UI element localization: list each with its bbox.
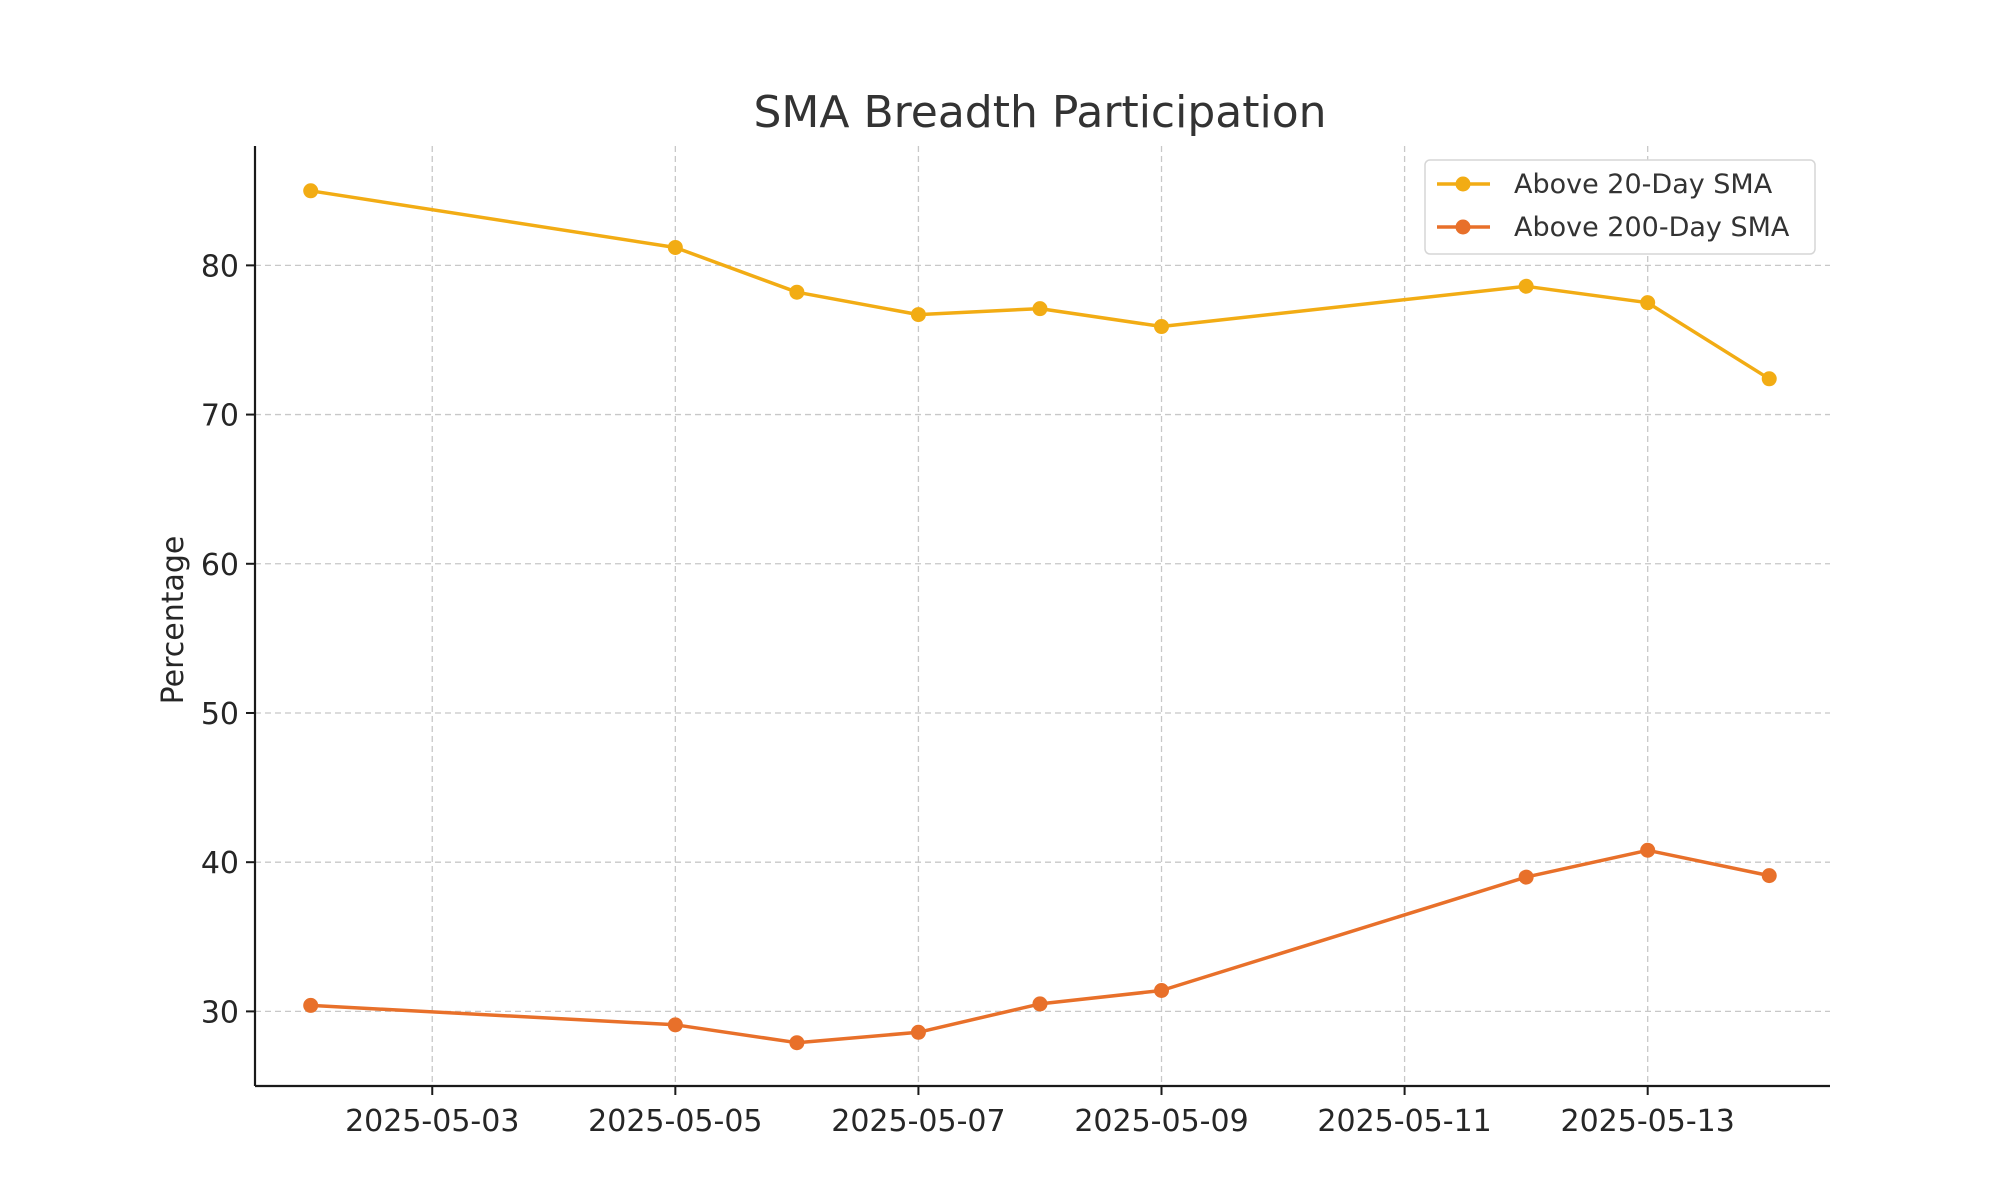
- legend-item: Above 20-Day SMA: [1437, 169, 1773, 200]
- data-point: [1032, 301, 1048, 317]
- legend-label: Above 20-Day SMA: [1514, 169, 1773, 200]
- legend: Above 20-Day SMA Above 200-Day SMA: [1424, 159, 1816, 255]
- y-tick-label: 60: [201, 548, 239, 583]
- x-tick-label: 2025-05-07: [831, 1104, 1005, 1139]
- data-point: [789, 284, 805, 300]
- data-point: [303, 183, 319, 199]
- data-point: [910, 307, 926, 323]
- y-tick-label: 50: [201, 697, 239, 732]
- legend-item: Above 200-Day SMA: [1437, 212, 1790, 243]
- data-series: [303, 183, 1777, 1051]
- data-point: [303, 997, 319, 1013]
- data-point: [789, 1035, 805, 1051]
- data-point: [1154, 983, 1170, 999]
- y-tick-label: 80: [201, 249, 239, 284]
- y-tick-label: 30: [201, 995, 239, 1030]
- axes: 2025-05-03 2025-05-05 2025-05-07 2025-05-09…: [201, 146, 1830, 1139]
- data-point: [1032, 996, 1048, 1012]
- y-tick-label: 70: [201, 399, 239, 434]
- x-tick-label: 2025-05-03: [345, 1104, 519, 1139]
- data-point: [910, 1024, 926, 1040]
- y-tick-label: 40: [201, 846, 239, 881]
- x-tick-label: 2025-05-05: [588, 1104, 762, 1139]
- legend-marker: [1455, 176, 1471, 192]
- data-point: [667, 239, 683, 255]
- data-point: [667, 1017, 683, 1033]
- data-point: [1640, 295, 1656, 311]
- legend-marker: [1455, 219, 1471, 235]
- legend-frame: [1424, 159, 1816, 255]
- series-1: [303, 183, 1777, 387]
- data-point: [1518, 869, 1534, 885]
- series-line: [308, 848, 1771, 1045]
- data-point: [1518, 278, 1534, 294]
- data-point: [1640, 842, 1656, 858]
- grid-lines: [255, 146, 1830, 1086]
- data-point: [1761, 868, 1777, 884]
- y-axis-label: Percentage: [156, 536, 191, 705]
- data-point: [1761, 371, 1777, 387]
- x-tick-label: 2025-05-11: [1317, 1104, 1491, 1139]
- x-tick-label: 2025-05-13: [1561, 1104, 1735, 1139]
- data-point: [1154, 319, 1170, 335]
- series-2: [303, 842, 1777, 1051]
- legend-label: Above 200-Day SMA: [1514, 212, 1790, 243]
- x-tick-label: 2025-05-09: [1074, 1104, 1248, 1139]
- chart-title: SMA Breadth Participation: [753, 87, 1326, 138]
